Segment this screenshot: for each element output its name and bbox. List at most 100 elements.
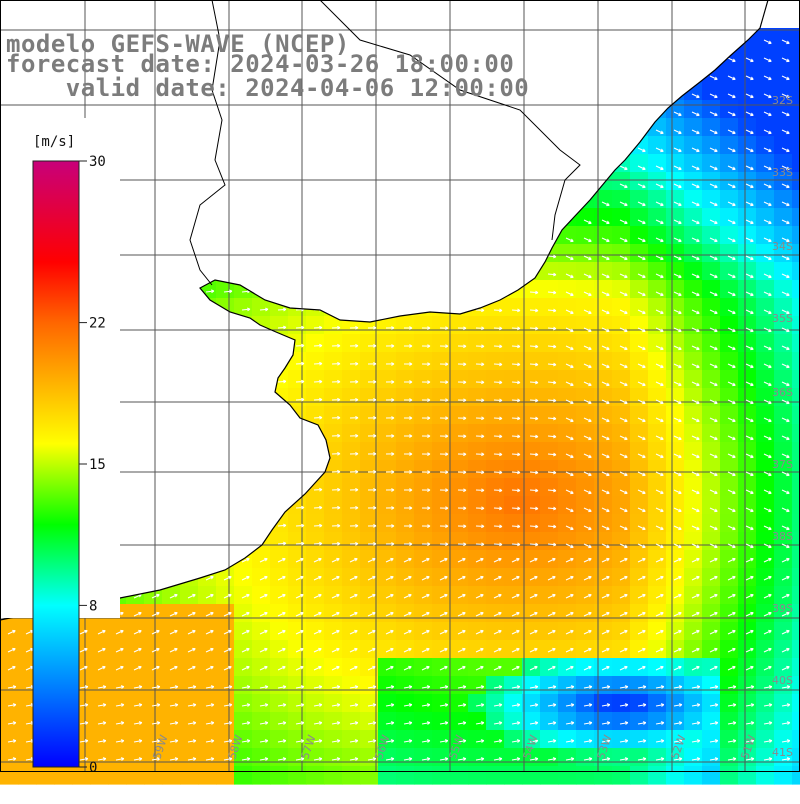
- wind-cell: [774, 136, 793, 155]
- wind-cell: [738, 496, 757, 515]
- wind-cell: [666, 460, 685, 479]
- wind-cell: [450, 514, 469, 533]
- wind-cell: [540, 478, 559, 497]
- wind-cell: [774, 190, 793, 209]
- wind-cell: [630, 658, 649, 677]
- wind-cell: [522, 640, 541, 659]
- wind-cell: [252, 568, 271, 587]
- wind-cell: [522, 766, 541, 785]
- wind-cell: [288, 514, 307, 533]
- wind-cell: [414, 604, 433, 623]
- wind-cell: [702, 658, 721, 677]
- wind-cell: [666, 622, 685, 641]
- wind-cell: [720, 676, 739, 695]
- wind-cell: [414, 496, 433, 515]
- wind-cell: [612, 766, 631, 785]
- wind-cell: [486, 370, 505, 389]
- wind-cell: [216, 766, 235, 785]
- wind-cell: [180, 658, 199, 677]
- wind-cell: [396, 586, 415, 605]
- wind-cell: [396, 442, 415, 461]
- wind-cell: [558, 460, 577, 479]
- wind-cell: [612, 622, 631, 641]
- wind-cell: [414, 388, 433, 407]
- wind-cell: [432, 460, 451, 479]
- wind-cell: [594, 766, 613, 785]
- wind-cell: [792, 460, 800, 479]
- wind-cell: [720, 424, 739, 443]
- wind-cell: [432, 370, 451, 389]
- wind-cell: [522, 442, 541, 461]
- wind-cell: [792, 550, 800, 569]
- wind-cell: [468, 550, 487, 569]
- wind-cell: [738, 676, 757, 695]
- colorbar-tick-label: 30: [89, 154, 106, 170]
- wind-cell: [702, 262, 721, 281]
- wind-cell: [540, 640, 559, 659]
- wind-cell: [288, 622, 307, 641]
- wind-cell: [180, 712, 199, 731]
- wind-cell: [630, 208, 649, 227]
- wind-cell: [594, 586, 613, 605]
- wind-cell: [252, 712, 271, 731]
- wind-cell: [792, 676, 800, 695]
- wind-cell: [252, 766, 271, 785]
- wind-cell: [252, 658, 271, 677]
- wind-cell: [666, 388, 685, 407]
- wind-cell: [180, 586, 199, 605]
- wind-cell: [576, 280, 595, 299]
- wind-cell: [396, 370, 415, 389]
- wind-cell: [378, 496, 397, 515]
- wind-cell: [378, 460, 397, 479]
- wind-cell: [378, 766, 397, 785]
- wind-cell: [396, 676, 415, 695]
- wind-cell: [486, 766, 505, 785]
- wind-cell: [702, 712, 721, 731]
- wind-cell: [594, 334, 613, 353]
- wind-cell: [288, 604, 307, 623]
- wind-cell: [324, 640, 343, 659]
- wind-cell: [450, 532, 469, 551]
- wind-cell: [432, 550, 451, 569]
- wind-cell: [324, 370, 343, 389]
- wind-cell: [198, 766, 217, 785]
- wind-cell: [414, 514, 433, 533]
- wind-cell: [684, 298, 703, 317]
- latitude-label: 32S: [772, 94, 793, 107]
- wind-cell: [450, 640, 469, 659]
- wind-cell: [576, 550, 595, 569]
- wind-cell: [774, 568, 793, 587]
- wind-cell: [252, 748, 271, 767]
- wind-cell: [432, 676, 451, 695]
- wind-cell: [378, 442, 397, 461]
- wind-cell: [378, 676, 397, 695]
- wind-cell: [648, 136, 667, 155]
- wind-cell: [612, 172, 631, 191]
- wind-cell: [306, 532, 325, 551]
- wind-cell: [342, 568, 361, 587]
- wind-cell: [252, 604, 271, 623]
- wind-cell: [702, 568, 721, 587]
- wind-cell: [612, 334, 631, 353]
- wind-cell: [756, 622, 775, 641]
- wind-cell: [576, 712, 595, 731]
- wind-cell: [342, 550, 361, 569]
- wind-cell: [684, 712, 703, 731]
- wind-cell: [468, 748, 487, 767]
- wind-cell: [234, 604, 253, 623]
- wind-cell: [774, 334, 793, 353]
- wind-cell: [702, 694, 721, 713]
- wind-cell: [432, 442, 451, 461]
- wind-cell: [612, 298, 631, 317]
- wind-cell: [576, 622, 595, 641]
- wind-cell: [756, 640, 775, 659]
- wind-cell: [288, 532, 307, 551]
- wind-cell: [702, 496, 721, 515]
- wind-cell: [162, 640, 181, 659]
- wind-cell: [774, 46, 793, 65]
- wind-cell: [648, 262, 667, 281]
- wind-cell: [774, 352, 793, 371]
- wind-cell: [630, 406, 649, 425]
- wind-cell: [756, 64, 775, 83]
- wind-cell: [270, 550, 289, 569]
